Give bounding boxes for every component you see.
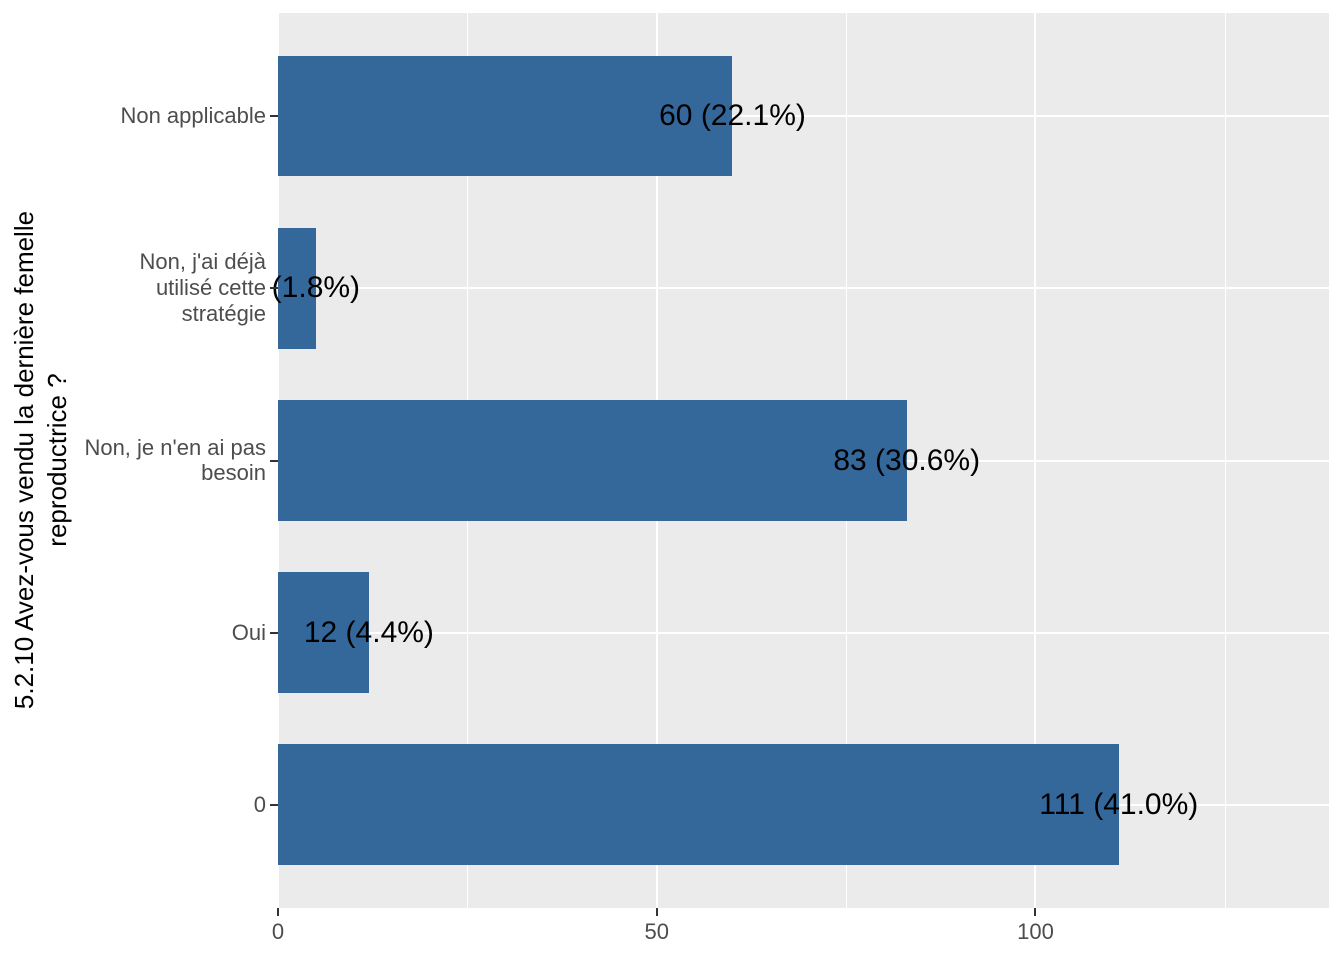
category-tick-label: Non, je n'en ai pas besoin [84,434,266,486]
bar [278,744,1119,865]
bar [278,228,316,349]
category-gridline-horizontal [278,287,1329,290]
plot-panel: 60 (22.1%) (1.8%) 83 (30.6%) 12 (4.4%) 111 (… [272,13,1329,908]
x-axis-tick-label: 0 [271,919,285,944]
bar-value-label: 111 (41.0%) [1039,787,1199,821]
y-axis-tick [270,287,278,290]
y-axis-tick [270,115,278,118]
category-tick-label: 0 [253,791,266,817]
y-axis-tick [270,459,278,462]
bar [278,572,369,693]
bar [278,400,907,521]
category-gridline-horizontal [278,631,1329,634]
x-axis-tick-label: 50 [644,919,669,944]
bar-value-label: 12 (4.4%) [303,615,434,649]
x-axis-tick [277,908,279,916]
category-gridline-horizontal [278,115,1329,118]
category-tick-label: Non, j'ai déjà utilisé cette stratégie [139,249,267,327]
bar-value-label: (1.8%) [271,271,361,305]
x-axis-tick [1034,908,1037,916]
category-tick-label: Non applicable [120,103,266,129]
bar [278,56,733,177]
bar-value-label: 83 (30.6%) [833,443,981,477]
x-axis-tick [655,908,658,916]
x-axis-tick-label: 100 [1017,919,1054,944]
y-axis-tick [270,803,278,806]
y-axis-tick [270,631,278,634]
bar-value-label: 60 (22.1%) [659,99,806,133]
category-tick-label: Oui [231,619,266,645]
